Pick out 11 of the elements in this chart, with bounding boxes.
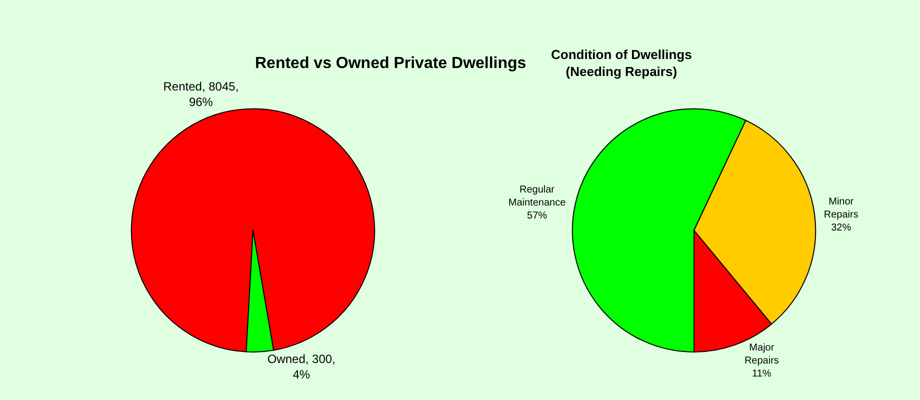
slice-label: Minor Repairs: [824, 196, 858, 220]
data-label: 32%: [831, 222, 852, 234]
data-label: 57%: [527, 210, 548, 222]
pie-slice: [130, 108, 376, 352]
chart-title: Condition of Dwellings (Needing Repairs): [551, 47, 692, 79]
slice-label: Owned, 300, 4%: [267, 352, 336, 382]
data-label: 11%: [752, 368, 772, 380]
slice-label: Rented, 8045, 96%: [163, 79, 239, 110]
slice-label: Regular Maintenance: [508, 184, 566, 208]
chart-title: Rented vs Owned Private Dwellings: [255, 55, 526, 72]
slice-label: Major Repairs: [744, 342, 779, 367]
